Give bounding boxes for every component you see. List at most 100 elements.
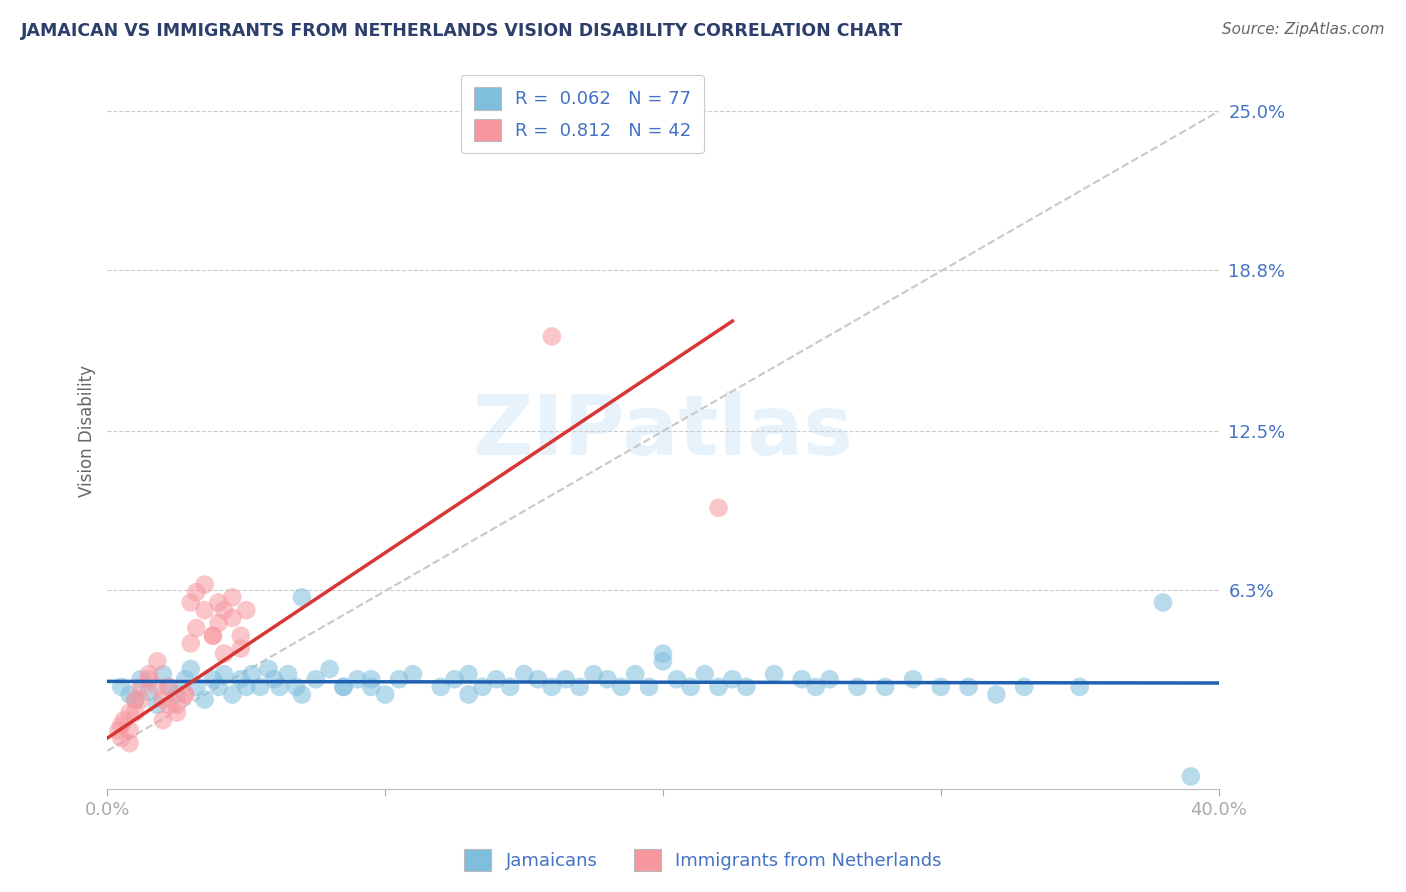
Point xyxy=(541,329,564,343)
Point xyxy=(112,713,135,727)
Point xyxy=(194,577,217,591)
Point xyxy=(305,672,328,686)
Text: ZIPatlas: ZIPatlas xyxy=(472,391,853,472)
Point xyxy=(638,680,661,694)
Point xyxy=(212,647,235,661)
Point xyxy=(235,680,257,694)
Point xyxy=(318,662,340,676)
Point xyxy=(527,672,550,686)
Point xyxy=(157,680,180,694)
Point xyxy=(146,698,169,712)
Point xyxy=(146,680,169,694)
Point xyxy=(201,629,224,643)
Point xyxy=(152,667,174,681)
Point xyxy=(499,680,522,694)
Point xyxy=(229,672,252,686)
Point xyxy=(110,731,132,745)
Point xyxy=(443,672,465,686)
Point xyxy=(790,672,813,686)
Point xyxy=(763,667,786,681)
Point xyxy=(240,667,263,681)
Point xyxy=(652,654,675,668)
Point xyxy=(201,629,224,643)
Point xyxy=(194,692,217,706)
Point xyxy=(332,680,354,694)
Point xyxy=(457,667,479,681)
Point xyxy=(374,688,396,702)
Point xyxy=(277,667,299,681)
Point xyxy=(129,680,152,694)
Point xyxy=(186,680,208,694)
Point xyxy=(665,672,688,686)
Point xyxy=(118,723,141,738)
Point xyxy=(207,615,229,630)
Point xyxy=(174,672,197,686)
Text: JAMAICAN VS IMMIGRANTS FROM NETHERLANDS VISION DISABILITY CORRELATION CHART: JAMAICAN VS IMMIGRANTS FROM NETHERLANDS … xyxy=(21,22,903,40)
Point xyxy=(610,680,633,694)
Point xyxy=(707,680,730,694)
Point xyxy=(485,672,508,686)
Point xyxy=(1152,595,1174,609)
Point xyxy=(229,641,252,656)
Point xyxy=(986,688,1008,702)
Point xyxy=(652,647,675,661)
Point xyxy=(693,667,716,681)
Point xyxy=(118,688,141,702)
Point xyxy=(285,680,308,694)
Point xyxy=(269,680,291,694)
Point xyxy=(180,595,202,609)
Point xyxy=(138,667,160,681)
Point xyxy=(124,706,146,720)
Point xyxy=(174,688,197,702)
Point xyxy=(166,706,188,720)
Point xyxy=(471,680,494,694)
Point xyxy=(818,672,841,686)
Point xyxy=(554,672,576,686)
Point xyxy=(541,680,564,694)
Point xyxy=(129,672,152,686)
Point xyxy=(118,736,141,750)
Point xyxy=(124,692,146,706)
Point xyxy=(429,680,451,694)
Point xyxy=(180,636,202,650)
Point xyxy=(804,680,827,694)
Point xyxy=(875,680,897,694)
Point xyxy=(596,672,619,686)
Point xyxy=(735,680,758,694)
Point xyxy=(207,595,229,609)
Point xyxy=(212,667,235,681)
Point xyxy=(291,688,314,702)
Point xyxy=(846,680,869,694)
Point xyxy=(180,662,202,676)
Point xyxy=(107,723,129,738)
Point xyxy=(152,692,174,706)
Point xyxy=(1069,680,1091,694)
Point xyxy=(138,672,160,686)
Legend: R =  0.062   N = 77, R =  0.812   N = 42: R = 0.062 N = 77, R = 0.812 N = 42 xyxy=(461,75,704,153)
Point xyxy=(166,688,188,702)
Point xyxy=(901,672,924,686)
Point xyxy=(110,718,132,732)
Point xyxy=(229,629,252,643)
Point xyxy=(957,680,980,694)
Point xyxy=(152,713,174,727)
Point xyxy=(138,685,160,699)
Point xyxy=(157,680,180,694)
Point xyxy=(457,688,479,702)
Point xyxy=(582,667,605,681)
Point xyxy=(110,680,132,694)
Point xyxy=(129,692,152,706)
Point xyxy=(332,680,354,694)
Point xyxy=(513,667,536,681)
Point xyxy=(235,603,257,617)
Text: Source: ZipAtlas.com: Source: ZipAtlas.com xyxy=(1222,22,1385,37)
Point xyxy=(263,672,285,686)
Point xyxy=(221,611,243,625)
Y-axis label: Vision Disability: Vision Disability xyxy=(79,365,96,497)
Legend: Jamaicans, Immigrants from Netherlands: Jamaicans, Immigrants from Netherlands xyxy=(457,842,949,879)
Point xyxy=(118,706,141,720)
Point xyxy=(1012,680,1035,694)
Point xyxy=(624,667,647,681)
Point xyxy=(1180,769,1202,783)
Point xyxy=(249,680,271,694)
